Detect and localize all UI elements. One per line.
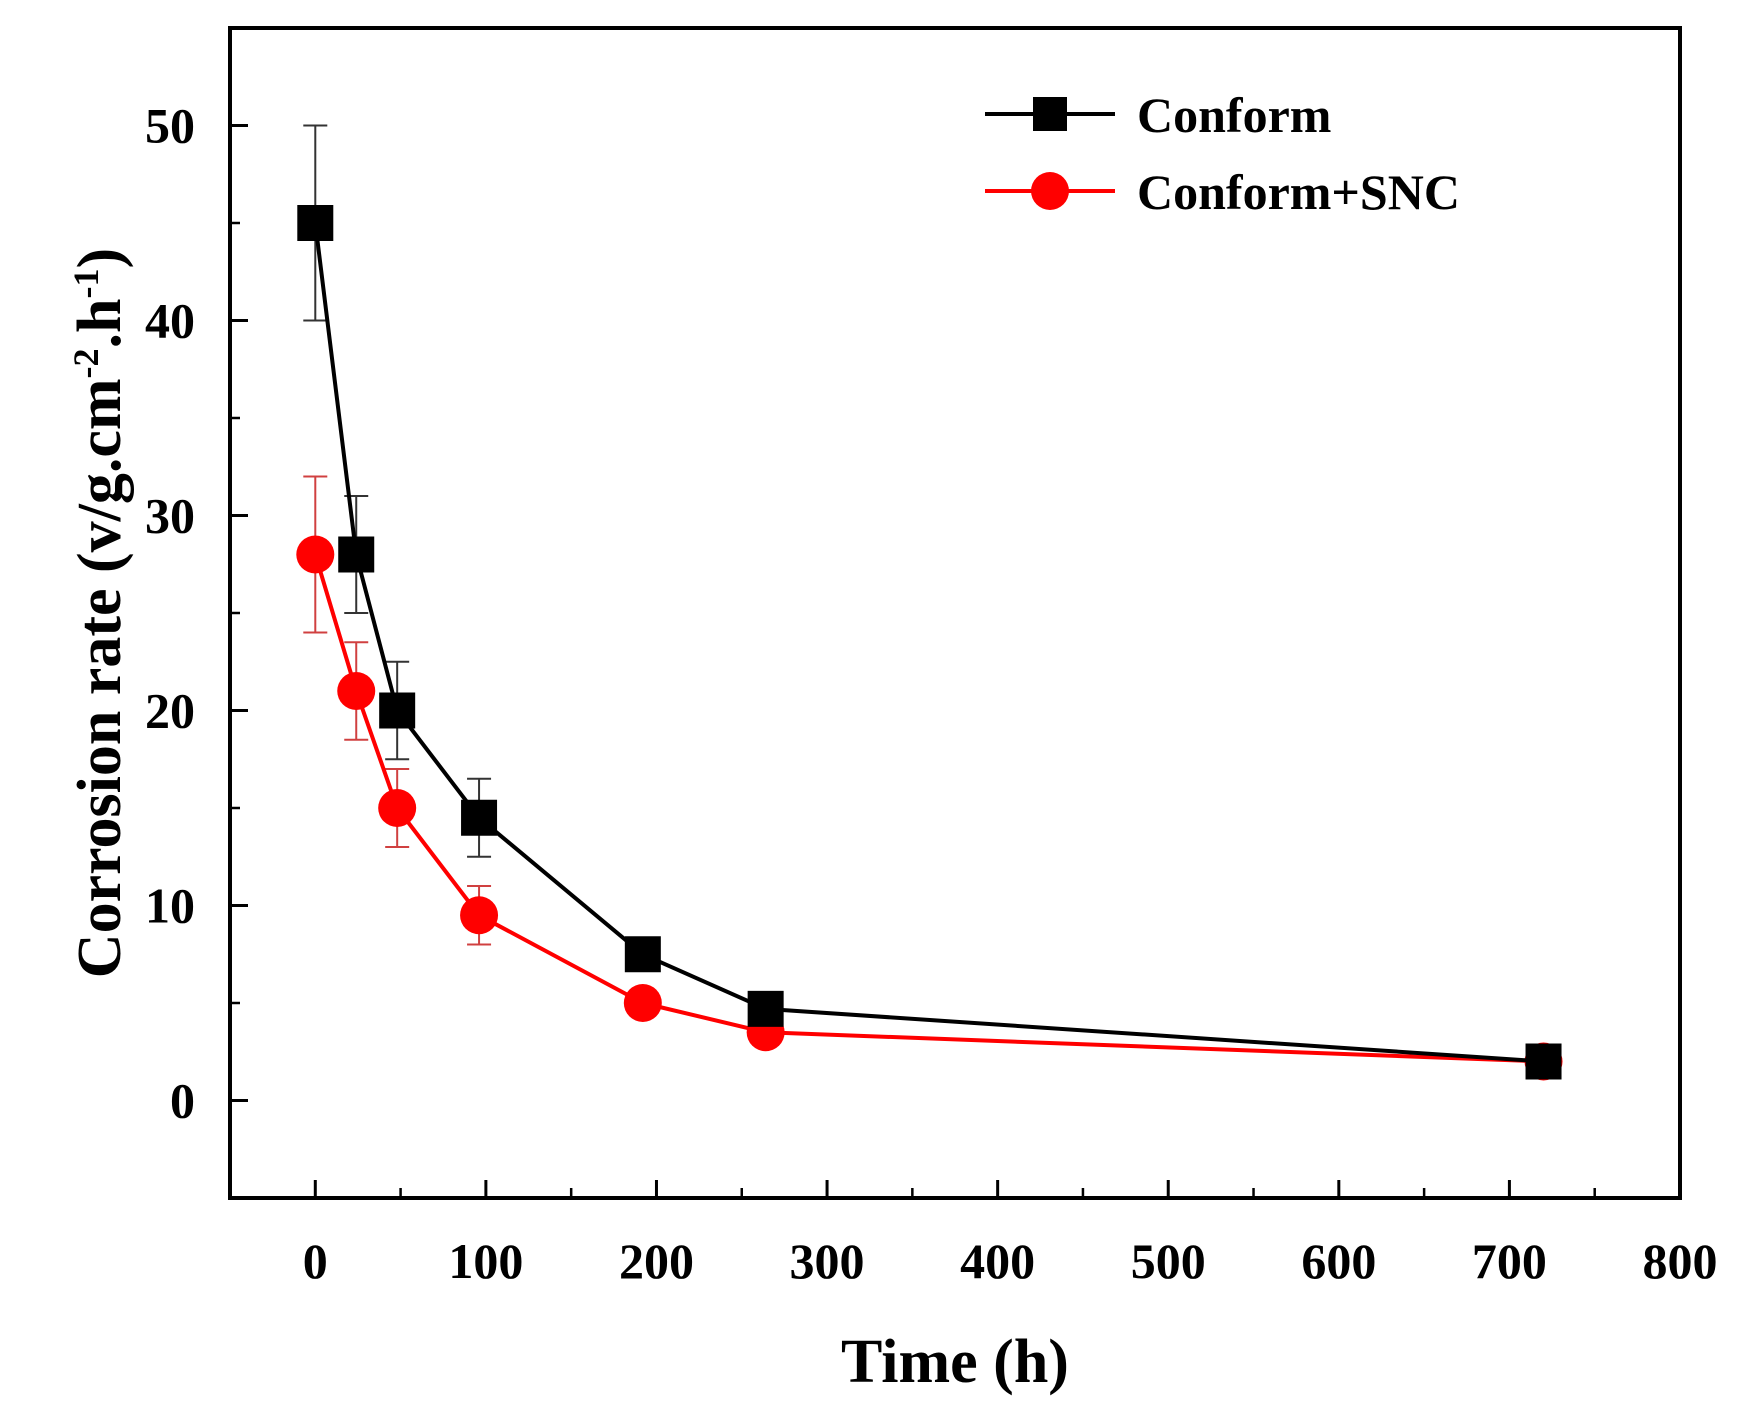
y-axis-title-base: Corrosion rate (v/g.cm — [66, 378, 134, 978]
legend-marker-conform-snc — [1031, 172, 1069, 210]
data-point — [337, 672, 376, 710]
x-tick-label: 0 — [303, 1233, 328, 1289]
x-tick-label: 200 — [619, 1233, 694, 1289]
data-point — [460, 896, 499, 935]
legend-label-conform-snc: Conform+SNC — [1137, 164, 1460, 220]
y-tick-label: 20 — [145, 683, 195, 739]
series-line — [313, 553, 1544, 1064]
y-tick-label: 40 — [145, 293, 195, 349]
series-conform — [297, 124, 1562, 1080]
y-axis-title: Corrosion rate (v/g.cm-2.h-1) — [66, 248, 134, 978]
data-point — [297, 205, 334, 241]
series-line — [313, 222, 1544, 1064]
data-point — [379, 692, 416, 729]
y-axis-title-end: ) — [66, 248, 134, 269]
y-tick-label: 30 — [145, 488, 195, 544]
y-axis-title-mid: .h — [66, 298, 134, 348]
series-conform-snc — [296, 475, 1563, 1081]
x-axis-title: Time (h) — [841, 1328, 1069, 1396]
data-point — [338, 536, 375, 573]
x-tick-label: 600 — [1301, 1233, 1376, 1289]
x-tick-label: 500 — [1131, 1233, 1206, 1289]
legend-label-conform: Conform — [1137, 87, 1331, 143]
x-tick-label: 100 — [448, 1233, 523, 1289]
x-tick-label: 700 — [1472, 1233, 1547, 1289]
y-axis-title-sup-1: -2 — [66, 348, 106, 378]
data-point — [747, 990, 784, 1027]
x-tick-label: 400 — [960, 1233, 1035, 1289]
legend: Conform Conform+SNC — [985, 87, 1460, 220]
x-tick-label: 800 — [1643, 1233, 1718, 1289]
y-tick-label: 0 — [170, 1073, 195, 1129]
data-point — [1525, 1043, 1562, 1080]
series-layer — [296, 124, 1563, 1081]
y-axis-title-sup-2: -1 — [66, 268, 106, 298]
data-point — [461, 799, 498, 836]
y-tick-label: 10 — [145, 878, 195, 934]
data-point — [296, 535, 335, 574]
data-point — [378, 789, 417, 827]
legend-marker-conform — [1033, 97, 1067, 131]
y-tick-label: 50 — [145, 98, 195, 154]
data-point — [623, 984, 662, 1022]
axis-ticks: 0 100 200 300 400 500 600 700 800 0 10 20 30 40 50 — [145, 98, 1718, 1290]
x-tick-label: 300 — [790, 1233, 865, 1289]
data-point — [624, 936, 661, 973]
